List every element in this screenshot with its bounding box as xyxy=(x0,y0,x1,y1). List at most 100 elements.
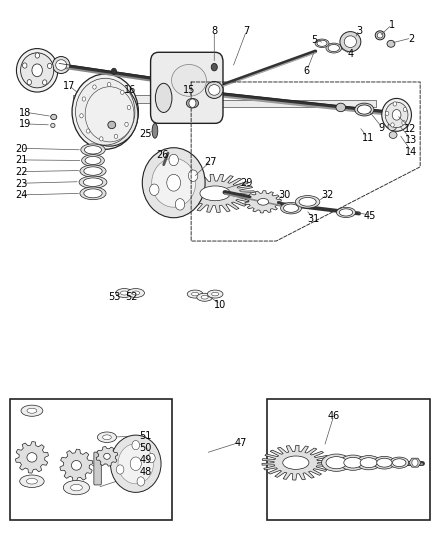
Ellipse shape xyxy=(75,78,134,145)
Ellipse shape xyxy=(316,40,326,46)
Ellipse shape xyxy=(171,64,206,96)
Circle shape xyxy=(124,122,128,126)
Ellipse shape xyxy=(381,99,410,131)
Ellipse shape xyxy=(208,85,219,95)
Polygon shape xyxy=(15,442,48,473)
Text: 47: 47 xyxy=(234,438,246,448)
Circle shape xyxy=(166,174,180,191)
Ellipse shape xyxy=(374,31,384,40)
Circle shape xyxy=(114,134,117,139)
Ellipse shape xyxy=(196,293,212,301)
Ellipse shape xyxy=(325,457,346,469)
Ellipse shape xyxy=(376,33,382,38)
Ellipse shape xyxy=(63,480,89,495)
Circle shape xyxy=(99,137,103,141)
Text: 23: 23 xyxy=(15,179,27,189)
Ellipse shape xyxy=(118,443,153,484)
Text: 48: 48 xyxy=(139,467,151,477)
Text: 13: 13 xyxy=(404,135,417,146)
Text: 29: 29 xyxy=(240,177,252,188)
Text: 50: 50 xyxy=(139,443,151,453)
Ellipse shape xyxy=(21,405,43,416)
Ellipse shape xyxy=(283,204,298,212)
Text: 16: 16 xyxy=(124,85,136,95)
Text: 7: 7 xyxy=(243,26,249,36)
Ellipse shape xyxy=(186,99,198,108)
Text: 5: 5 xyxy=(311,35,317,45)
Circle shape xyxy=(32,64,42,77)
Ellipse shape xyxy=(321,454,350,471)
Ellipse shape xyxy=(339,209,352,216)
Ellipse shape xyxy=(392,459,405,466)
Ellipse shape xyxy=(81,144,105,156)
Ellipse shape xyxy=(84,146,101,154)
Circle shape xyxy=(42,80,47,85)
Ellipse shape xyxy=(199,186,230,201)
Text: 15: 15 xyxy=(182,85,195,95)
Text: 17: 17 xyxy=(63,81,75,91)
Circle shape xyxy=(137,477,144,486)
Text: 10: 10 xyxy=(214,300,226,310)
Ellipse shape xyxy=(16,49,58,92)
Ellipse shape xyxy=(373,456,394,469)
Text: 53: 53 xyxy=(107,292,120,302)
Circle shape xyxy=(403,107,406,111)
Text: 18: 18 xyxy=(19,108,32,118)
Circle shape xyxy=(175,199,184,210)
Ellipse shape xyxy=(50,114,57,119)
Ellipse shape xyxy=(50,123,55,127)
Ellipse shape xyxy=(336,207,355,217)
Text: 27: 27 xyxy=(204,157,216,166)
Text: 9: 9 xyxy=(378,123,384,133)
Circle shape xyxy=(188,99,195,108)
Ellipse shape xyxy=(80,187,106,200)
Ellipse shape xyxy=(389,132,396,139)
Text: 2: 2 xyxy=(407,34,413,44)
Circle shape xyxy=(80,114,83,118)
Polygon shape xyxy=(176,174,254,212)
Circle shape xyxy=(22,63,27,68)
Ellipse shape xyxy=(97,432,116,442)
Ellipse shape xyxy=(27,453,37,462)
Text: 46: 46 xyxy=(327,411,339,421)
Text: 4: 4 xyxy=(346,50,353,59)
Ellipse shape xyxy=(120,291,128,295)
Ellipse shape xyxy=(205,82,223,99)
Ellipse shape xyxy=(335,103,345,112)
Circle shape xyxy=(82,97,85,101)
Ellipse shape xyxy=(80,165,106,177)
Ellipse shape xyxy=(71,461,81,470)
Ellipse shape xyxy=(142,148,205,217)
Circle shape xyxy=(130,457,141,471)
Circle shape xyxy=(27,79,32,85)
Text: 52: 52 xyxy=(125,292,138,302)
Text: 19: 19 xyxy=(19,119,32,130)
Circle shape xyxy=(392,102,396,106)
Ellipse shape xyxy=(102,435,111,440)
Polygon shape xyxy=(261,445,329,480)
Ellipse shape xyxy=(191,292,198,296)
Circle shape xyxy=(147,454,155,463)
Ellipse shape xyxy=(327,44,339,52)
Ellipse shape xyxy=(72,74,138,149)
FancyBboxPatch shape xyxy=(94,452,101,485)
Ellipse shape xyxy=(295,196,319,208)
Circle shape xyxy=(116,465,124,474)
Circle shape xyxy=(411,459,417,466)
Text: 24: 24 xyxy=(15,190,27,200)
Ellipse shape xyxy=(79,176,107,188)
Circle shape xyxy=(385,111,388,116)
Ellipse shape xyxy=(387,123,396,131)
Ellipse shape xyxy=(356,456,380,470)
Text: 3: 3 xyxy=(355,26,361,36)
Circle shape xyxy=(211,63,217,71)
Polygon shape xyxy=(408,458,420,467)
Ellipse shape xyxy=(152,123,157,138)
Ellipse shape xyxy=(359,458,376,467)
Text: 26: 26 xyxy=(156,150,169,160)
Ellipse shape xyxy=(83,178,102,187)
Text: 22: 22 xyxy=(15,167,27,177)
Ellipse shape xyxy=(26,479,37,484)
Text: 20: 20 xyxy=(15,144,27,154)
Ellipse shape xyxy=(314,39,328,47)
